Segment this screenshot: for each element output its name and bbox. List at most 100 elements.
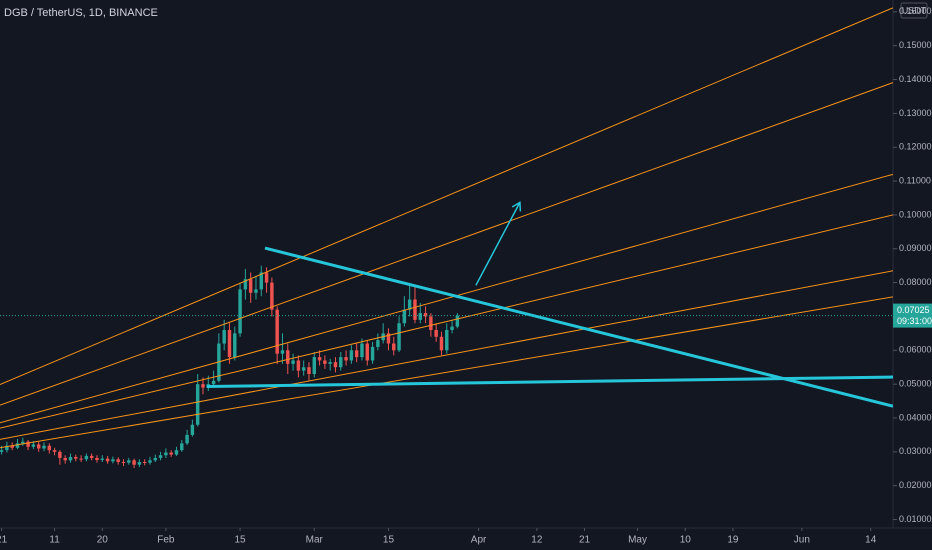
candle-body (111, 459, 115, 462)
x-tick-label: 14 (865, 535, 877, 546)
candle-body (222, 330, 226, 344)
trend-line (0, 82, 893, 406)
candle-body (36, 444, 41, 449)
x-tick-label: 21 (579, 535, 591, 546)
candle-body (15, 443, 20, 448)
candle-body (174, 450, 179, 455)
x-tick-label: 15 (383, 535, 395, 546)
y-tick-label: 0.11000 (899, 175, 931, 185)
candle-body (63, 457, 67, 461)
candle-body (386, 333, 391, 344)
candle-body (243, 279, 248, 290)
candle-body (84, 455, 89, 460)
x-tick-label: May (628, 535, 647, 546)
last-price-label: 0.07025 (897, 305, 930, 315)
candle-body (0, 450, 4, 452)
candle-body (116, 459, 120, 462)
candle-body (142, 462, 147, 463)
trend-line (0, 270, 893, 440)
candle-body (201, 384, 205, 388)
candle-body (365, 343, 369, 361)
x-tick-label: 11 (49, 535, 60, 546)
candle-body (344, 357, 348, 361)
candle-body (407, 299, 412, 310)
candle-body (264, 272, 269, 283)
y-tick-label: 0.13000 (899, 108, 932, 118)
x-tick-label: Mar (306, 535, 324, 546)
candle-body (121, 462, 126, 463)
trend-line (0, 7, 893, 385)
candle-body (105, 458, 110, 462)
x-tick-label: 12 (531, 535, 543, 546)
x-tick-label: Apr (471, 535, 487, 546)
candle-body (339, 357, 343, 368)
trend-line (206, 375, 893, 389)
chart-title: DGB / TetherUS, 1D, BINANCE (4, 7, 158, 19)
currency-label: USDT (902, 5, 927, 15)
candle-body (397, 323, 401, 351)
y-tick-label: 0.16000 (899, 6, 932, 16)
x-tick-label: Jun (794, 535, 810, 546)
candle-body (89, 455, 94, 458)
candle-body (445, 330, 449, 351)
candle-body (158, 455, 163, 458)
y-tick-label: 0.06000 (899, 345, 932, 355)
candle-body (429, 316, 433, 330)
candle-body (100, 458, 105, 460)
candle-body (169, 452, 173, 455)
candle-body (95, 457, 99, 460)
candle-body (439, 336, 444, 351)
y-tick-label: 0.03000 (899, 446, 932, 456)
candle-body (238, 289, 242, 334)
candle-body (370, 346, 375, 361)
candle-body (58, 451, 62, 458)
candle-body (68, 456, 73, 461)
x-tick-label: 19 (727, 535, 739, 546)
y-tick-label: 0.09000 (899, 243, 932, 253)
candle-body (79, 458, 83, 460)
candle-body (291, 360, 295, 364)
candle-body (376, 340, 380, 347)
candle-body (418, 313, 422, 320)
candle-body (132, 460, 136, 465)
candle-body (413, 299, 417, 320)
candle-body (195, 384, 200, 425)
candle-body (5, 445, 9, 451)
x-tick-label: 20 (97, 535, 109, 546)
candle-body (455, 315, 460, 327)
y-tick-label: 0.12000 (899, 142, 932, 152)
candle-body (52, 450, 57, 452)
candle-body (180, 443, 184, 451)
last-price-box (893, 303, 932, 328)
candle-body (450, 326, 454, 330)
arrow (475, 202, 521, 286)
candle-body (296, 360, 301, 371)
candle-body (233, 333, 237, 358)
y-tick-label: 0.05000 (899, 379, 932, 389)
candle-body (127, 460, 131, 463)
y-tick-label: 0.14000 (899, 74, 932, 84)
candle-body (328, 362, 332, 364)
candle-body (402, 309, 407, 324)
arrow-head (511, 201, 522, 212)
candle-body (153, 457, 158, 461)
candle-body (259, 272, 263, 290)
candle-body (270, 282, 274, 310)
y-tick-label: 0.01000 (899, 514, 932, 524)
candle-body (248, 279, 253, 293)
candle-body (190, 424, 195, 435)
candle-body (280, 350, 285, 354)
candle-body (333, 362, 338, 368)
x-tick-label: Feb (157, 535, 175, 546)
candle-body (21, 441, 25, 444)
candle-body (137, 462, 142, 465)
candle-body (148, 460, 152, 463)
currency-box (900, 2, 928, 19)
candle-body (42, 445, 46, 449)
candle-body (275, 309, 279, 354)
x-tick-label: 15 (235, 535, 247, 546)
candle-body (47, 445, 52, 451)
candle-body (31, 444, 36, 447)
